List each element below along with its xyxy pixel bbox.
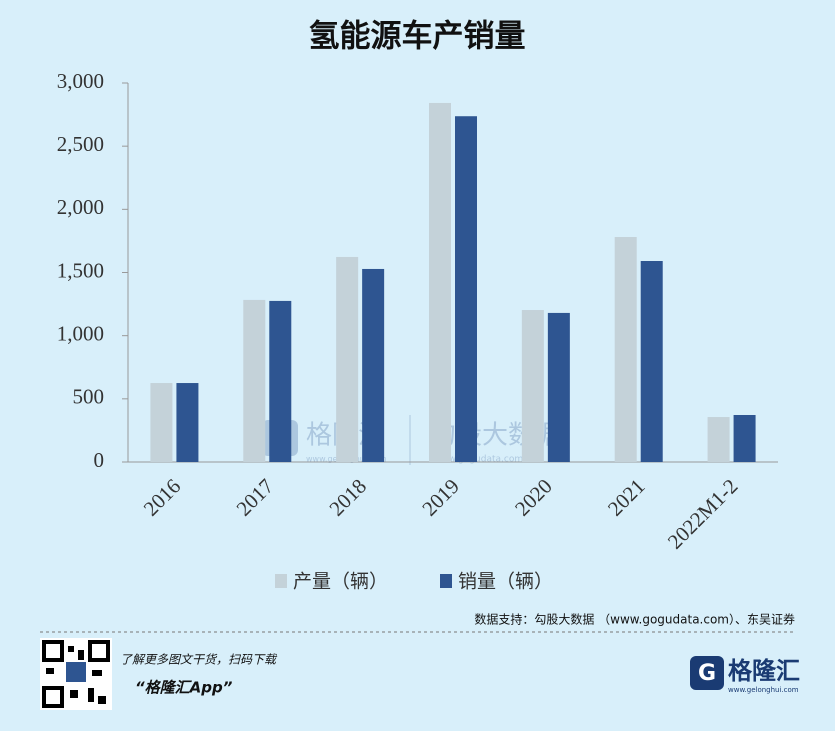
x-tick-label: 2016 [139,474,186,521]
bar [362,268,385,462]
bar [521,310,544,462]
x-tick-label: 2018 [324,474,371,521]
x-tick-label: 2021 [603,474,650,521]
bar [429,102,451,462]
y-tick-label: 0 [94,448,105,472]
y-tick-label: 1,000 [57,321,104,345]
logo-text: 格隆汇 [728,657,800,685]
bar [336,256,359,462]
qr-code [40,638,112,710]
watermark-sub: www.gogudata.com [434,455,523,465]
legend-swatch [440,574,452,588]
y-tick-label: 2,000 [57,195,104,219]
watermark: 格隆汇 www.gelonghui.com 勾股大数据 www.gogudata… [262,415,560,465]
logo-sub: www.gelonghui.com [728,686,799,694]
legend-label: 销量（辆） [458,571,553,593]
bar [269,300,292,462]
x-tick-label: 2017 [232,474,279,521]
x-tick-label: 2019 [417,474,464,521]
bar [614,237,637,462]
y-tick-label: 500 [73,385,105,409]
svg-text:G: G [698,661,716,686]
legend-label: 产量（辆） [293,571,388,593]
bar [243,299,266,462]
y-tick-label: 3,000 [57,69,104,93]
bar [707,417,730,462]
app-name: “格隆汇App” [135,679,233,697]
x-tick-label: 2022M1-2 [663,474,743,554]
bar [176,383,199,462]
source: 数据支持：勾股大数据 （www.gogudata.com）、东吴证券 [474,612,795,627]
bar [455,116,477,462]
x-tick-label: 2020 [510,474,557,521]
bar [640,261,663,462]
y-tick-label: 2,500 [57,132,104,156]
logo: G 格隆汇 www.gelonghui.com [690,656,800,694]
bar [547,312,570,462]
bar [733,415,756,462]
y-tick-label: 1,500 [57,258,104,282]
bar [150,383,173,462]
chart-title: 氢能源车产销量 [309,19,526,55]
promo-text: 了解更多图文干货，扫码下载 [120,653,278,667]
legend-swatch [275,574,287,588]
